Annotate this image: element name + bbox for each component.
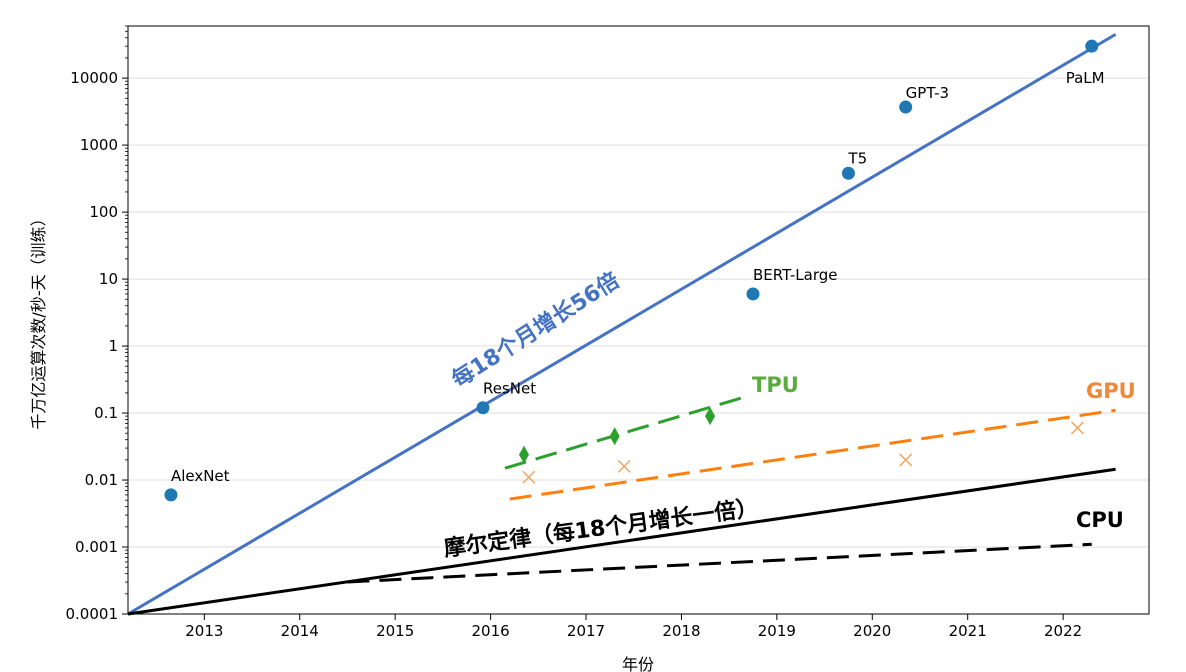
axis-ticks: 0.0001 0.001 0.01 0.1 1 10 100 1000 10000 2013 201… — [66, 25, 1082, 640]
trend-line-tpu — [504, 394, 749, 470]
x-tick-label: 2019 — [758, 622, 796, 640]
tpu-point — [518, 445, 529, 464]
y-tick-label: 10 — [99, 270, 118, 288]
x-axis-title: 年份 — [622, 655, 654, 672]
model-point — [164, 488, 178, 502]
gpu-marker-stroke — [899, 453, 913, 467]
x-tick-label: 2017 — [567, 622, 605, 640]
x-tick-label: 2016 — [472, 622, 510, 640]
plot-frame — [127, 25, 1150, 615]
model-label: BERT-Large — [753, 266, 838, 284]
tpu-label: TPU — [752, 373, 799, 397]
model-point — [1085, 39, 1099, 53]
y-tick-label: 1 — [108, 337, 118, 355]
gpu-point — [522, 470, 536, 484]
y-tick-label: 100 — [89, 203, 118, 221]
x-tick-label: 2014 — [281, 622, 319, 640]
gpu-point — [899, 453, 913, 467]
x-tick-label: 2013 — [185, 622, 223, 640]
model-label: PaLM — [1066, 69, 1105, 87]
series: AlexNet ResNet BERT-Large T5 GPT-3 PaLM — [127, 33, 1117, 616]
y-tick-label: 10000 — [70, 69, 118, 87]
gpu-point — [1070, 421, 1084, 435]
trend-line-gpu — [509, 408, 1116, 501]
gpu-marker-stroke — [1070, 421, 1084, 435]
y-axis-title: 千万亿运算次数/秒-天（训练） — [29, 210, 48, 429]
model-point — [899, 100, 913, 114]
model-point — [841, 166, 855, 180]
y-tick-label: 0.001 — [75, 538, 118, 556]
plot-background — [128, 26, 1149, 614]
trend-line-ai_trend — [127, 33, 1117, 616]
x-tick-label: 2021 — [949, 622, 987, 640]
cpu-label: CPU — [1076, 508, 1124, 532]
trend-line-moore — [127, 467, 1116, 616]
tpu-point — [609, 427, 620, 446]
gpu-point — [617, 459, 631, 473]
x-tick-label: 2020 — [853, 622, 891, 640]
y-tick-label: 0.1 — [94, 404, 118, 422]
model-label: AlexNet — [171, 467, 230, 485]
gpu-label: GPU — [1086, 379, 1136, 403]
model-point — [746, 287, 760, 301]
y-tick-label: 0.01 — [85, 471, 118, 489]
x-tick-label: 2022 — [1044, 622, 1082, 640]
trend-line-cpu — [347, 542, 1092, 584]
x-tick-label: 2018 — [662, 622, 700, 640]
y-tick-label: 1000 — [80, 136, 118, 154]
tpu-point — [705, 407, 716, 426]
model-label: T5 — [847, 149, 867, 167]
gpu-marker-stroke — [617, 459, 631, 473]
model-label: ResNet — [483, 380, 536, 398]
model-label: GPT-3 — [906, 84, 949, 102]
gpu-marker-stroke — [522, 470, 536, 484]
model-point — [476, 401, 490, 415]
y-tick-label: 0.0001 — [66, 605, 119, 623]
x-tick-label: 2015 — [376, 622, 414, 640]
